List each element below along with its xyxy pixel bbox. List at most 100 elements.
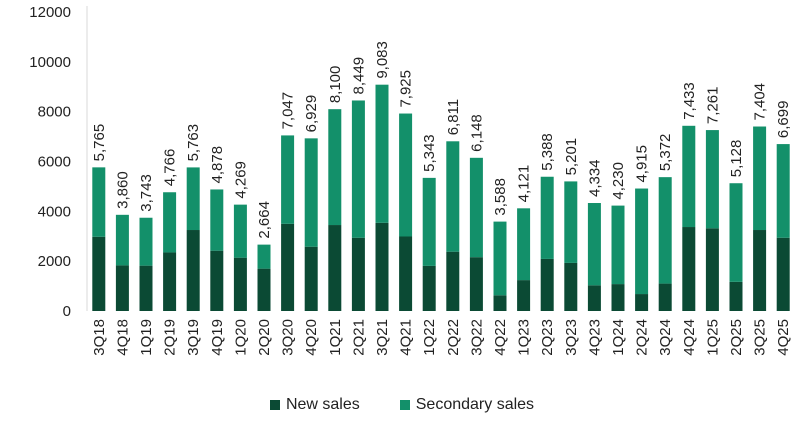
legend-label-secondary-sales: Secondary sales [415,396,535,413]
legend-item-new-sales: New sales [269,396,360,414]
bar-new-sales-1Q23 [517,280,531,311]
total-label-3Q23: 5,201 [563,138,580,176]
bar-secondary-sales-2Q22 [446,141,460,252]
x-axis: 3Q18 4Q18 1Q19 2Q19 3Q19 4Q19 1Q20 2Q20 3Q20 4Q20… [91,319,792,356]
bar-secondary-sales-1Q24 [611,205,625,285]
bar-new-sales-3Q18 [92,236,106,311]
bar-new-sales-2Q24 [635,294,649,311]
x-tick-label-2Q19: 2Q19 [162,319,179,356]
total-label-2Q22: 6,811 [445,99,462,135]
bar-secondary-sales-3Q25 [753,126,767,231]
bar-secondary-sales-2Q24 [635,188,649,295]
bar-new-sales-3Q21 [375,222,389,311]
bar-secondary-sales-3Q24 [658,177,672,284]
bar-new-sales-3Q24 [658,283,672,311]
x-tick-label-3Q24: 3Q24 [657,319,674,356]
bar-new-sales-1Q25 [705,228,719,311]
x-tick-label-4Q18: 4Q18 [114,319,131,356]
bar-secondary-sales-2Q21 [351,100,365,238]
bar-secondary-sales-1Q19 [139,217,153,266]
total-label-1Q21: 8,100 [327,66,344,104]
x-tick-label-4Q22: 4Q22 [492,319,509,356]
y-axis: 0 2000 4000 6000 8000 10000 12000 [29,4,88,320]
x-tick-label-1Q19: 1Q19 [138,319,155,356]
x-tick-label-2Q21: 2Q21 [350,319,367,356]
bar-new-sales-4Q22 [493,295,507,311]
total-label-2Q23: 5,388 [539,133,556,171]
total-label-2Q19: 4,766 [162,149,179,187]
bar-new-sales-2Q25 [729,281,743,311]
bar-new-sales-4Q20 [304,246,318,311]
x-tick-label-3Q21: 3Q21 [374,319,391,356]
bar-secondary-sales-2Q23 [540,176,554,259]
x-tick-label-4Q19: 4Q19 [209,319,226,356]
y-tick-label: 0 [63,303,71,320]
x-tick-label-1Q24: 1Q24 [610,319,627,356]
y-tick-label: 10000 [29,54,71,71]
bar-new-sales-4Q23 [587,285,601,311]
bar-secondary-sales-3Q19 [186,167,200,231]
bar-new-sales-3Q20 [281,223,295,311]
y-tick-label: 2000 [38,253,71,270]
x-tick-label-3Q20: 3Q20 [280,319,297,356]
total-label-1Q25: 7,261 [704,87,721,125]
x-tick-label-1Q22: 1Q22 [421,319,438,356]
total-label-3Q18: 5,765 [91,124,108,162]
bar-secondary-sales-2Q19 [163,192,177,253]
legend: New sales Secondary sales [0,396,804,414]
total-label-4Q25: 6,699 [775,101,792,139]
total-label-1Q19: 3,743 [138,174,155,212]
total-label-2Q21: 8,449 [350,57,367,95]
bar-secondary-sales-3Q20 [281,135,295,224]
bar-secondary-sales-4Q25 [776,144,790,238]
bar-new-sales-1Q24 [611,284,625,311]
y-tick-label: 12000 [29,4,71,21]
y-tick-label: 8000 [38,104,71,121]
total-label-3Q21: 9,083 [374,41,391,79]
bar-new-sales-2Q19 [163,252,177,311]
x-tick-label-2Q23: 2Q23 [539,319,556,356]
legend-label-new-sales: New sales [285,396,360,413]
bar-new-sales-4Q25 [776,237,790,311]
x-tick-label-3Q19: 3Q19 [185,319,202,356]
total-label-3Q24: 5,372 [657,134,674,172]
bar-secondary-sales-4Q19 [210,189,224,251]
bar-secondary-sales-3Q21 [375,84,389,223]
total-label-4Q19: 4,878 [209,146,226,184]
bar-new-sales-2Q20 [257,268,271,311]
bar-new-sales-2Q22 [446,251,460,311]
bar-new-sales-1Q20 [233,257,247,311]
x-tick-label-4Q20: 4Q20 [303,319,320,356]
bar-new-sales-3Q23 [564,262,578,311]
bar-new-sales-3Q25 [753,230,767,311]
bar-new-sales-4Q19 [210,250,224,311]
total-label-4Q24: 7,433 [681,82,698,120]
total-label-3Q20: 7,047 [280,92,297,130]
bar-secondary-sales-1Q22 [422,177,436,266]
x-tick-label-4Q21: 4Q21 [398,319,415,356]
bar-new-sales-2Q23 [540,258,554,311]
bar-new-sales-4Q21 [399,236,413,311]
bar-new-sales-3Q22 [469,257,483,311]
x-tick-label-4Q25: 4Q25 [775,319,792,356]
bar-secondary-sales-1Q23 [517,208,531,281]
bar-secondary-sales-4Q20 [304,138,318,247]
bar-secondary-sales-4Q24 [682,125,696,228]
stacked-bar-chart: 0 2000 4000 6000 8000 10000 12000 5,765 3,860 3,… [29,4,792,356]
y-tick-label: 6000 [38,154,71,171]
bar-secondary-sales-2Q25 [729,183,743,282]
bar-new-sales-2Q21 [351,237,365,311]
bar-secondary-sales-4Q18 [115,214,129,266]
y-tick-label: 4000 [38,203,71,220]
bar-new-sales-4Q18 [115,265,129,311]
x-tick-label-3Q25: 3Q25 [752,319,769,356]
total-label-3Q22: 6,148 [468,114,485,152]
bars [92,84,790,311]
x-tick-label-1Q25: 1Q25 [704,319,721,356]
x-tick-label-4Q24: 4Q24 [681,319,698,356]
data-labels: 5,765 3,860 3,743 4,766 5,763 4,878 4,269 2,664… [91,41,792,238]
bar-new-sales-3Q19 [186,230,200,311]
total-label-3Q19: 5,763 [185,124,202,162]
total-label-2Q24: 4,915 [634,145,651,183]
total-label-3Q25: 7,404 [752,83,769,121]
